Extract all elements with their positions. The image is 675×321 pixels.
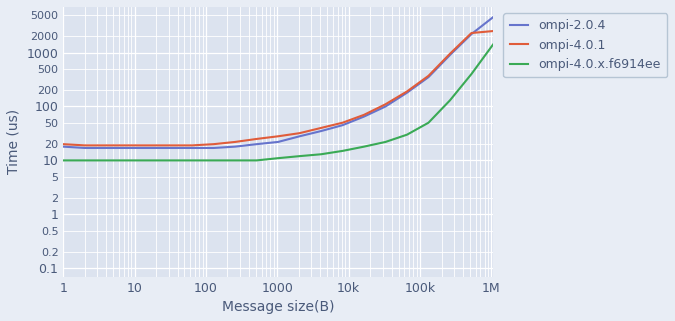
ompi-2.0.4 — [381, 105, 389, 108]
ompi-4.0.x.f6914ee — [274, 156, 282, 160]
ompi-4.0.1 — [381, 102, 389, 106]
ompi-2.0.4 — [209, 146, 217, 150]
ompi-4.0.x.f6914ee — [489, 43, 497, 47]
ompi-2.0.4 — [252, 142, 261, 146]
ompi-4.0.x.f6914ee — [425, 121, 433, 125]
ompi-4.0.1 — [145, 143, 153, 147]
Line: ompi-4.0.x.f6914ee: ompi-4.0.x.f6914ee — [63, 45, 493, 160]
ompi-2.0.4 — [338, 123, 346, 127]
ompi-4.0.x.f6914ee — [446, 99, 454, 102]
ompi-2.0.4 — [403, 91, 411, 95]
ompi-2.0.4 — [296, 134, 304, 138]
ompi-4.0.x.f6914ee — [209, 159, 217, 162]
ompi-4.0.x.f6914ee — [403, 133, 411, 137]
Legend: ompi-2.0.4, ompi-4.0.1, ompi-4.0.x.f6914ee: ompi-2.0.4, ompi-4.0.1, ompi-4.0.x.f6914… — [504, 13, 667, 77]
ompi-4.0.1 — [81, 143, 89, 147]
ompi-4.0.1 — [59, 142, 68, 146]
ompi-4.0.1 — [231, 140, 239, 144]
ompi-4.0.x.f6914ee — [338, 149, 346, 153]
ompi-4.0.1 — [209, 142, 217, 146]
Y-axis label: Time (us): Time (us) — [7, 109, 21, 174]
ompi-2.0.4 — [446, 53, 454, 57]
ompi-4.0.x.f6914ee — [145, 159, 153, 162]
ompi-2.0.4 — [467, 32, 475, 36]
ompi-4.0.x.f6914ee — [59, 159, 68, 162]
ompi-4.0.x.f6914ee — [467, 72, 475, 76]
ompi-2.0.4 — [425, 75, 433, 79]
ompi-4.0.x.f6914ee — [188, 159, 196, 162]
ompi-4.0.1 — [317, 126, 325, 130]
ompi-4.0.1 — [102, 143, 110, 147]
ompi-4.0.1 — [425, 74, 433, 78]
Line: ompi-4.0.1: ompi-4.0.1 — [63, 31, 493, 145]
ompi-4.0.1 — [167, 143, 175, 147]
ompi-4.0.x.f6914ee — [231, 159, 239, 162]
ompi-4.0.1 — [467, 31, 475, 35]
ompi-4.0.x.f6914ee — [167, 159, 175, 162]
ompi-4.0.x.f6914ee — [102, 159, 110, 162]
ompi-2.0.4 — [167, 146, 175, 150]
ompi-2.0.4 — [489, 15, 497, 19]
ompi-4.0.1 — [252, 137, 261, 141]
ompi-2.0.4 — [274, 140, 282, 144]
ompi-2.0.4 — [124, 146, 132, 150]
ompi-4.0.x.f6914ee — [381, 140, 389, 144]
ompi-4.0.1 — [338, 121, 346, 125]
ompi-4.0.x.f6914ee — [360, 145, 368, 149]
ompi-4.0.1 — [360, 113, 368, 117]
ompi-4.0.1 — [274, 134, 282, 138]
ompi-2.0.4 — [81, 146, 89, 150]
ompi-4.0.x.f6914ee — [252, 159, 261, 162]
ompi-4.0.x.f6914ee — [81, 159, 89, 162]
ompi-2.0.4 — [188, 146, 196, 150]
ompi-2.0.4 — [231, 145, 239, 149]
ompi-4.0.1 — [188, 143, 196, 147]
X-axis label: Message size(B): Message size(B) — [222, 300, 334, 314]
ompi-2.0.4 — [59, 145, 68, 149]
ompi-4.0.x.f6914ee — [317, 152, 325, 156]
ompi-2.0.4 — [145, 146, 153, 150]
ompi-4.0.1 — [446, 52, 454, 56]
ompi-2.0.4 — [360, 115, 368, 118]
Line: ompi-2.0.4: ompi-2.0.4 — [63, 17, 493, 148]
ompi-2.0.4 — [317, 129, 325, 133]
ompi-4.0.1 — [403, 90, 411, 93]
ompi-4.0.1 — [296, 131, 304, 135]
ompi-4.0.1 — [489, 29, 497, 33]
ompi-2.0.4 — [102, 146, 110, 150]
ompi-4.0.1 — [124, 143, 132, 147]
ompi-4.0.x.f6914ee — [296, 154, 304, 158]
ompi-4.0.x.f6914ee — [124, 159, 132, 162]
